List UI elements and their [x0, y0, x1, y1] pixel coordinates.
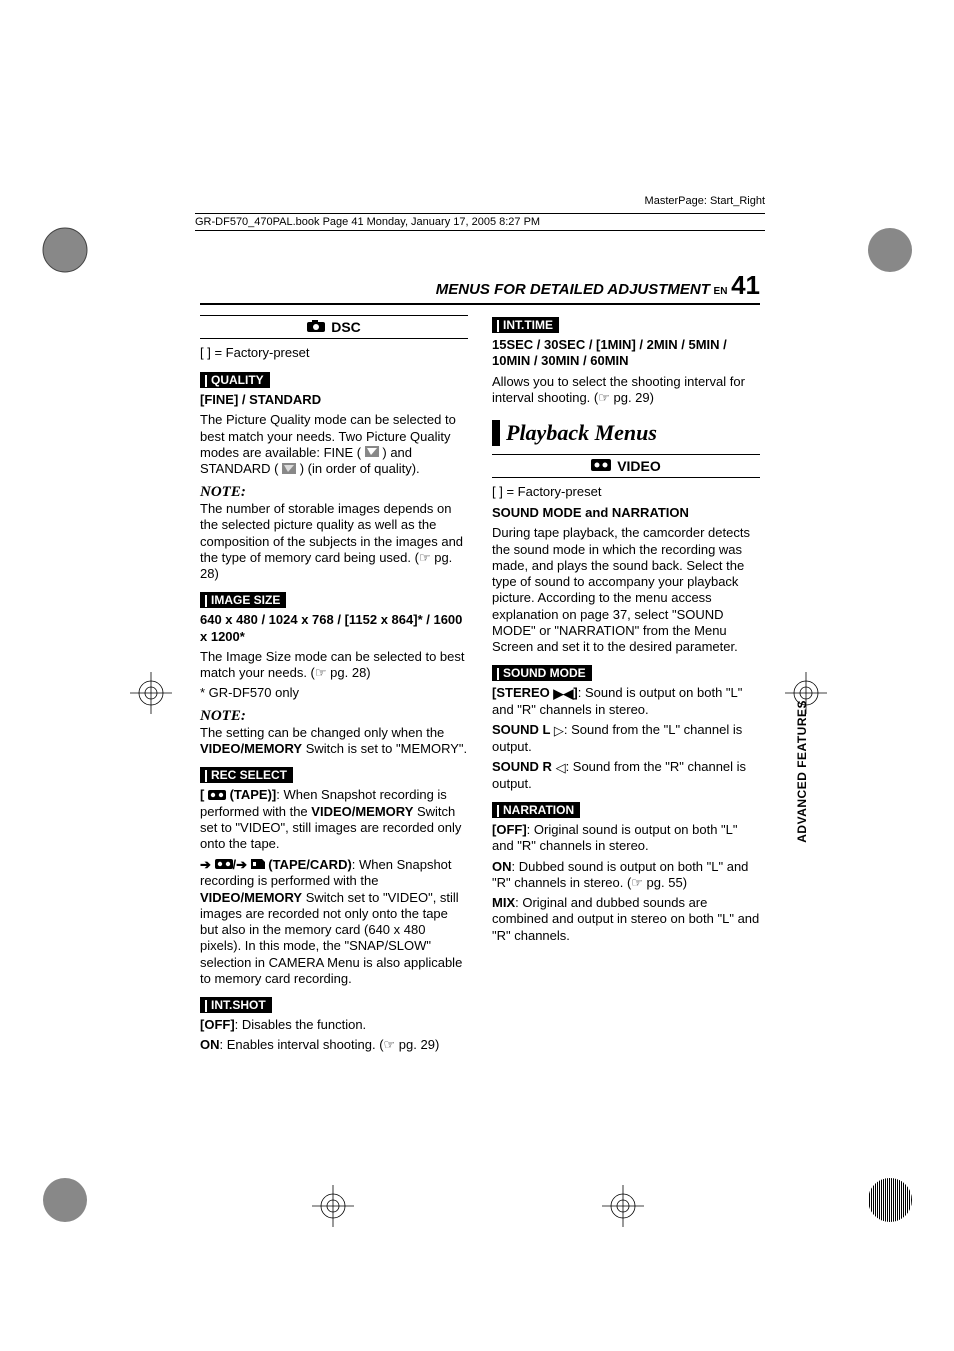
quality-body: The Picture Quality mode can be selected…	[200, 412, 468, 478]
sound-mode-narration-title: SOUND MODE and NARRATION	[492, 505, 689, 520]
card-icon	[251, 857, 265, 873]
dsc-heading: DSC	[200, 315, 468, 339]
tape-icon-2	[215, 857, 233, 873]
tape-icon	[208, 788, 226, 804]
int-time-label: INT.TIME	[492, 317, 559, 333]
rec-select-label: REC SELECT	[200, 767, 293, 783]
print-marks-top: MasterPage: Start_Right GR-DF570_470PAL.…	[195, 195, 765, 271]
sound-l-icon: ▷	[554, 723, 564, 739]
note-2-body: The setting can be changed only when the…	[200, 725, 468, 758]
side-tab-text: ADVANCED FEATURES	[795, 700, 809, 843]
narration-off: [OFF]: Original sound is output on both …	[492, 822, 760, 855]
quality-options: [FINE] / STANDARD	[200, 392, 321, 407]
camera-icon	[307, 319, 325, 335]
corner-globe-tr	[865, 225, 915, 275]
note-1-body: The number of storable images depends on…	[200, 501, 468, 582]
corner-globe-bl	[40, 1175, 90, 1225]
masterpage-label: MasterPage: Start_Right	[195, 195, 765, 207]
page-header: MENUS FOR DETAILED ADJUSTMENT EN 41	[200, 270, 760, 305]
standard-icon	[282, 462, 296, 478]
sound-mode-l: SOUND L ▷: Sound from the "L" channel is…	[492, 722, 760, 755]
video-heading-text: VIDEO	[617, 458, 661, 474]
header-page-number: 41	[731, 270, 760, 300]
note-label-2: NOTE:	[200, 708, 468, 725]
header-title: MENUS FOR DETAILED ADJUSTMENT	[436, 281, 710, 298]
int-shot-on: ON: Enables interval shooting. (☞ pg. 29…	[200, 1037, 468, 1053]
narration-mix: MIX: Original and dubbed sounds are comb…	[492, 895, 760, 944]
factory-preset-note-2: [ ] = Factory-preset	[492, 484, 760, 499]
header-lang: EN	[714, 286, 728, 297]
note-label-1: NOTE:	[200, 484, 468, 501]
fine-icon	[365, 445, 379, 461]
image-size-footnote: * GR-DF570 only	[200, 685, 468, 701]
sound-mode-r: SOUND R ◁: Sound from the "R" channel is…	[492, 759, 760, 792]
narration-label: NARRATION	[492, 802, 580, 818]
left-column: DSC [ ] = Factory-preset QUALITY [FINE] …	[200, 311, 468, 1058]
reg-mark-left	[130, 672, 172, 714]
image-size-label: IMAGE SIZE	[200, 592, 286, 608]
sound-r-icon: ◁	[556, 760, 566, 776]
int-shot-label: INT.SHOT	[200, 997, 272, 1013]
dsc-heading-text: DSC	[331, 319, 361, 335]
image-size-options: 640 x 480 / 1024 x 768 / [1152 x 864]* /…	[200, 612, 462, 643]
video-tape-icon	[591, 458, 611, 474]
right-column: INT.TIME 15SEC / 30SEC / [1MIN] / 2MIN /…	[492, 311, 760, 1058]
playback-menus-heading: Playback Menus	[492, 420, 760, 446]
factory-preset-note: [ ] = Factory-preset	[200, 345, 468, 360]
sound-mode-narration-body: During tape playback, the camcorder dete…	[492, 525, 760, 655]
book-info-line: GR-DF570_470PAL.book Page 41 Monday, Jan…	[195, 213, 765, 231]
int-time-options: 15SEC / 30SEC / [1MIN] / 2MIN / 5MIN / 1…	[492, 337, 727, 368]
int-time-body: Allows you to select the shooting interv…	[492, 374, 760, 407]
image-size-body: The Image Size mode can be selected to b…	[200, 649, 468, 682]
sound-mode-label: SOUND MODE	[492, 665, 592, 681]
corner-globe-br	[865, 1175, 915, 1225]
narration-on: ON: Dubbed sound is output on both "L" a…	[492, 859, 760, 892]
video-heading: VIDEO	[492, 454, 760, 478]
reg-mark-bottom-left	[312, 1185, 354, 1227]
sound-mode-stereo: [STEREO ▶◀]: Sound is output on both "L"…	[492, 685, 760, 718]
rec-select-tapecard: ➔ /➔ (TAPE/CARD): When Snapshot recordin…	[200, 857, 468, 987]
rec-select-tape: [ (TAPE)]: When Snapshot recording is pe…	[200, 787, 468, 852]
reg-mark-bottom-right	[602, 1185, 644, 1227]
stereo-icon: ▶◀	[553, 686, 573, 702]
int-shot-off: [OFF]: Disables the function.	[200, 1017, 468, 1033]
corner-globe-tl	[40, 225, 90, 275]
quality-label: QUALITY	[200, 372, 270, 388]
